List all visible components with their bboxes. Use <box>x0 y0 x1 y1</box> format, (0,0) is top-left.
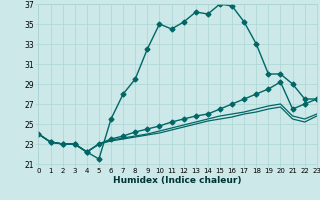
X-axis label: Humidex (Indice chaleur): Humidex (Indice chaleur) <box>113 176 242 185</box>
